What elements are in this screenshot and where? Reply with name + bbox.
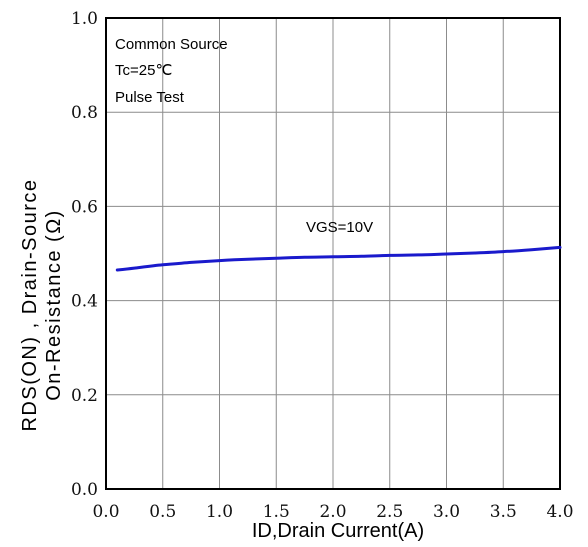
y-tick-label: 0.8 — [71, 103, 98, 123]
x-tick-label: 1.0 — [206, 502, 233, 522]
y-tick-label: 0.2 — [71, 386, 98, 406]
y-tick-labels: 0.0 0.2 0.4 0.6 0.8 1.0 — [71, 9, 98, 500]
x-tick-labels: 0.0 0.5 1.0 1.5 2.0 2.5 3.0 3.5 4.0 — [92, 502, 573, 522]
y-axis-title-line-1: RDS(ON) , Drain-Source — [19, 178, 41, 431]
y-tick-label: 1.0 — [71, 9, 98, 29]
x-axis-title: ID,Drain Current(A) — [252, 520, 424, 542]
series-group — [115, 245, 562, 272]
x-tick-label: 3.5 — [490, 502, 517, 522]
y-axis-title-line-2: On-Resistance (Ω) — [43, 209, 65, 401]
x-tick-label: 3.0 — [433, 502, 460, 522]
annotation-common-source: Common Source — [115, 36, 228, 53]
x-tick-label: 2.5 — [376, 502, 403, 522]
y-tick-label: 0.0 — [71, 480, 98, 500]
x-tick-label: 1.5 — [263, 502, 290, 522]
y-tick-label: 0.4 — [71, 292, 98, 312]
x-tick-label: 0.0 — [92, 502, 119, 522]
x-tick-label: 4.0 — [546, 502, 573, 522]
y-tick-label: 0.6 — [71, 197, 98, 217]
plot-frame — [105, 17, 561, 490]
series-line-0 — [115, 245, 562, 272]
x-tick-label: 0.5 — [149, 502, 176, 522]
annotation-pulse-test: Pulse Test — [115, 89, 185, 106]
annotation-block: Common Source Tc=25℃ Pulse Test — [115, 36, 228, 106]
annotation-temperature: Tc=25℃ — [115, 62, 172, 79]
y-axis-title: RDS(ON) , Drain-Source On-Resistance (Ω) — [19, 178, 65, 431]
series-label-vgs: VGS=10V — [306, 219, 373, 236]
x-tick-label: 2.0 — [319, 502, 346, 522]
